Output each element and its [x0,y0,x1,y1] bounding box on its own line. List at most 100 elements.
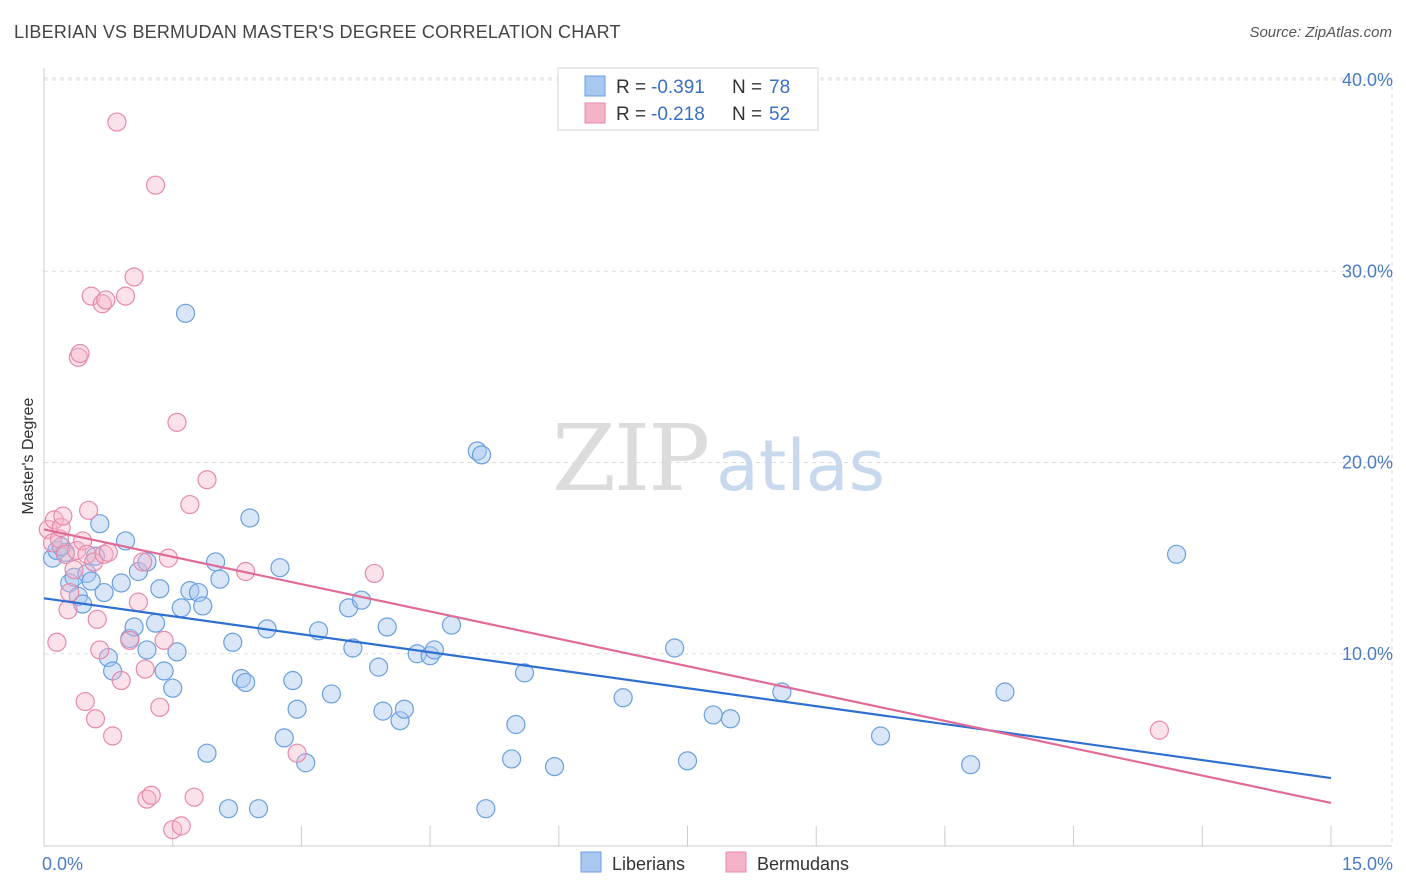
legend-n-label-1: N = [732,77,762,98]
bermudan-point-23 [92,294,112,314]
legend-r-value-2: -0.218 [651,104,705,125]
liberian-point-36 [236,672,256,693]
bermudan-point-38 [145,175,166,195]
legend-r-value-1: -0.391 [651,77,705,98]
liberian-point-29 [193,596,213,616]
liberian-point-60 [471,445,492,465]
bermudan-point-6 [53,506,73,526]
liberian-point-50 [369,657,389,677]
liberian-point-26 [175,303,196,323]
liberian-point-62 [502,749,522,769]
bermudan-point-18 [81,286,101,306]
liberian-point-23 [163,678,183,698]
bermudan-point-26 [98,542,118,562]
bottom-legend-swatch-liberians [580,851,602,873]
bermudan-point-22 [90,640,110,660]
gridlines [44,77,1393,846]
liberian-point-9 [90,514,110,534]
bermudan-point-15 [75,691,95,712]
bermudan-trend-line [43,528,1332,805]
liberian-point-24 [167,642,187,662]
liberian-point-58 [441,615,462,635]
y-tick-label-0: 10.0% [1342,644,1393,664]
liberian-point-52 [377,617,397,637]
axes [43,68,1392,847]
liberian-point-46 [321,684,342,704]
legend-swatch-liberians [584,75,606,97]
bermudan-point-46 [184,787,204,807]
liberian-point-13 [111,573,131,593]
watermark-zip: ZIP [552,405,708,512]
legend-swatch-bermudans [584,102,606,124]
liberian-point-65 [544,756,565,777]
bermudan-point-43 [167,412,187,432]
bermudan-point-39 [150,697,170,717]
liberian-point-64 [514,663,535,683]
liberian-point-25 [171,598,191,618]
bermudan-point-49 [287,743,307,763]
bermudan-point-51 [1149,720,1170,740]
liberian-point-38 [248,799,269,819]
liberian-point-19 [137,552,157,572]
bermudan-point-10 [64,559,84,580]
liberian-point-69 [703,705,723,725]
bermudan-point-3 [47,632,67,652]
bermudan-point-20 [85,709,106,729]
liberian-point-20 [145,613,166,633]
liberian-point-30 [197,743,217,763]
data-points [38,112,1187,840]
liberian-point-74 [995,682,1015,702]
y-tick-label-2: 30.0% [1342,261,1393,281]
bermudan-point-9 [60,582,80,603]
liberian-point-53 [390,711,410,731]
liberian-point-63 [506,714,526,735]
bermudan-point-19 [84,552,104,572]
liberian-point-54 [394,699,414,719]
liberian-point-32 [210,569,230,589]
bermudan-point-31 [120,630,140,650]
bermudan-point-29 [111,670,131,691]
liberian-point-10 [94,582,114,603]
legend-r-label-1: R = [616,77,646,98]
bermudan-point-25 [96,290,116,310]
bermudan-point-7 [55,544,76,564]
bermudan-point-35 [135,659,155,679]
liberian-point-33 [218,799,239,819]
y-tick-label-1: 20.0% [1342,453,1393,473]
liberian-point-66 [613,688,633,708]
trend-lines [43,528,1332,805]
y-tick-labels: 10.0% 20.0% 30.0% 40.0% [1342,70,1393,664]
liberian-point-37 [240,508,260,528]
liberian-point-68 [677,751,698,771]
bermudan-point-45 [180,494,200,515]
watermark: ZIP atlas [552,405,885,512]
liberian-point-18 [137,640,157,660]
bottom-legend: Liberians Bermudans [580,851,849,874]
source-label: Source: ZipAtlas.com [1249,24,1392,41]
bermudan-point-34 [133,552,153,572]
legend-r-label-2: R = [616,104,646,125]
y-tick-label-3: 40.0% [1342,70,1393,90]
legend-n-value-2: 52 [769,104,790,125]
bermudan-point-37 [141,785,161,805]
bermudan-point-16 [77,544,97,564]
bermudan-point-33 [128,592,148,612]
liberian-point-43 [287,699,307,719]
liberian-trend-line [43,597,1332,780]
liberian-point-73 [961,755,981,775]
legend-n-value-1: 78 [769,77,790,98]
legend-n-label-2: N = [732,104,762,125]
liberian-point-72 [870,726,891,746]
chart-title: LIBERIAN VS BERMUDAN MASTER'S DEGREE COR… [14,22,621,42]
bermudan-point-27 [103,726,123,746]
x-tick-label-max: 15.0% [1342,854,1393,874]
bermudan-point-50 [364,563,384,584]
bottom-legend-label-bermudans: Bermudans [757,854,849,874]
liberian-point-61 [476,799,496,819]
watermark-atlas: atlas [716,425,885,507]
bermudan-point-11 [67,540,87,561]
liberian-point-40 [270,558,290,578]
bermudan-point-40 [154,630,174,650]
bermudan-point-28 [107,112,127,132]
